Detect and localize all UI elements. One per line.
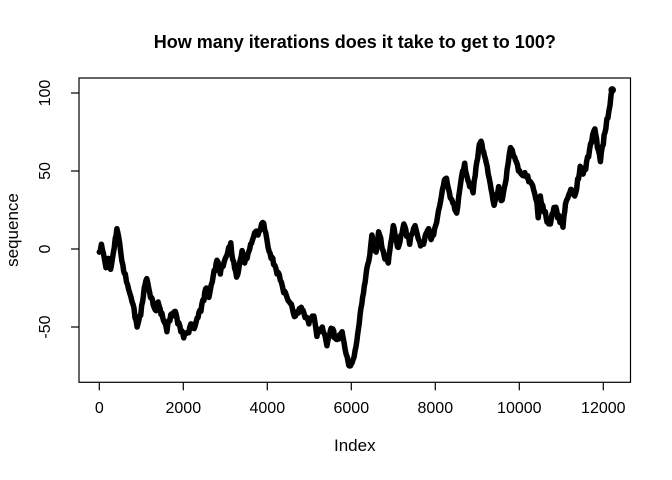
x-axis-ticks: 0 2000 4000 6000 8000 10000 12000 bbox=[95, 382, 626, 417]
x-tick-label: 10000 bbox=[497, 400, 542, 417]
y-tick-label: -50 bbox=[37, 315, 54, 338]
x-tick-label: 8000 bbox=[418, 400, 454, 417]
x-tick-label: 0 bbox=[95, 400, 104, 417]
x-tick-label: 12000 bbox=[581, 400, 626, 417]
y-tick-label: 100 bbox=[37, 80, 54, 107]
y-tick-label: 50 bbox=[37, 162, 54, 180]
plot-border bbox=[78, 77, 632, 383]
end-point-marker bbox=[608, 86, 617, 94]
y-axis-label: sequence bbox=[3, 193, 22, 267]
x-tick-label: 6000 bbox=[334, 400, 370, 417]
y-axis-ticks: -50 0 50 100 bbox=[37, 80, 79, 339]
y-tick-label: 0 bbox=[37, 244, 54, 253]
x-tick-label: 4000 bbox=[250, 400, 286, 417]
chart-title: How many iterations does it take to get … bbox=[154, 32, 556, 52]
x-axis-label: Index bbox=[334, 436, 376, 455]
x-tick-label: 2000 bbox=[166, 400, 202, 417]
series-path bbox=[96, 87, 615, 369]
